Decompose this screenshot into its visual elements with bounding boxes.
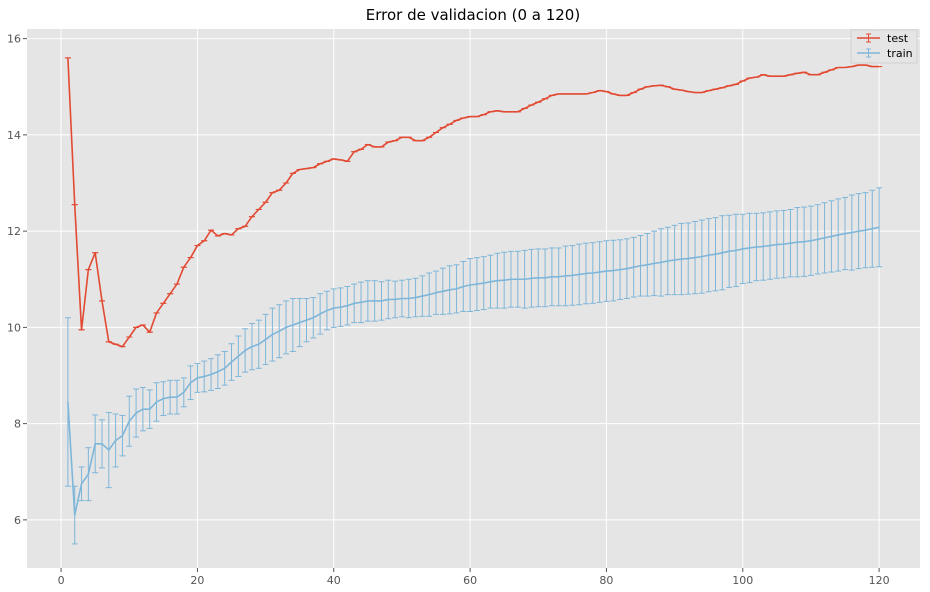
plot-background [27, 29, 920, 568]
y-tick-label: 10 [7, 321, 21, 334]
legend-box [850, 29, 918, 64]
y-tick-label: 16 [7, 33, 21, 46]
series-test [64, 57, 883, 348]
legend-item-test: test [857, 32, 909, 45]
series-train [64, 187, 883, 545]
grid [27, 29, 920, 568]
legend-label: train [887, 47, 913, 60]
legend-label: test [887, 32, 909, 45]
x-tick-label: 60 [463, 574, 477, 587]
x-tick-label: 0 [58, 574, 65, 587]
series-line-test [67, 57, 880, 348]
y-axis: 6 8 10 12 14 16 [7, 33, 27, 527]
y-tick-label: 8 [14, 418, 21, 431]
x-axis: 0 20 40 60 80 100 120 [58, 568, 890, 587]
legend: test train [850, 29, 918, 64]
y-tick-label: 14 [7, 129, 21, 142]
chart-title: Error de validacion (0 a 120) [366, 6, 580, 24]
series-area [64, 57, 883, 545]
y-tick-label: 6 [14, 514, 21, 527]
x-tick-label: 100 [732, 574, 753, 587]
series-line-train [67, 226, 880, 516]
y-tick-label: 12 [7, 225, 21, 238]
x-tick-label: 20 [190, 574, 204, 587]
x-tick-label: 120 [869, 574, 890, 587]
x-tick-label: 40 [327, 574, 341, 587]
x-tick-label: 80 [599, 574, 613, 587]
legend-item-train: train [857, 47, 913, 60]
